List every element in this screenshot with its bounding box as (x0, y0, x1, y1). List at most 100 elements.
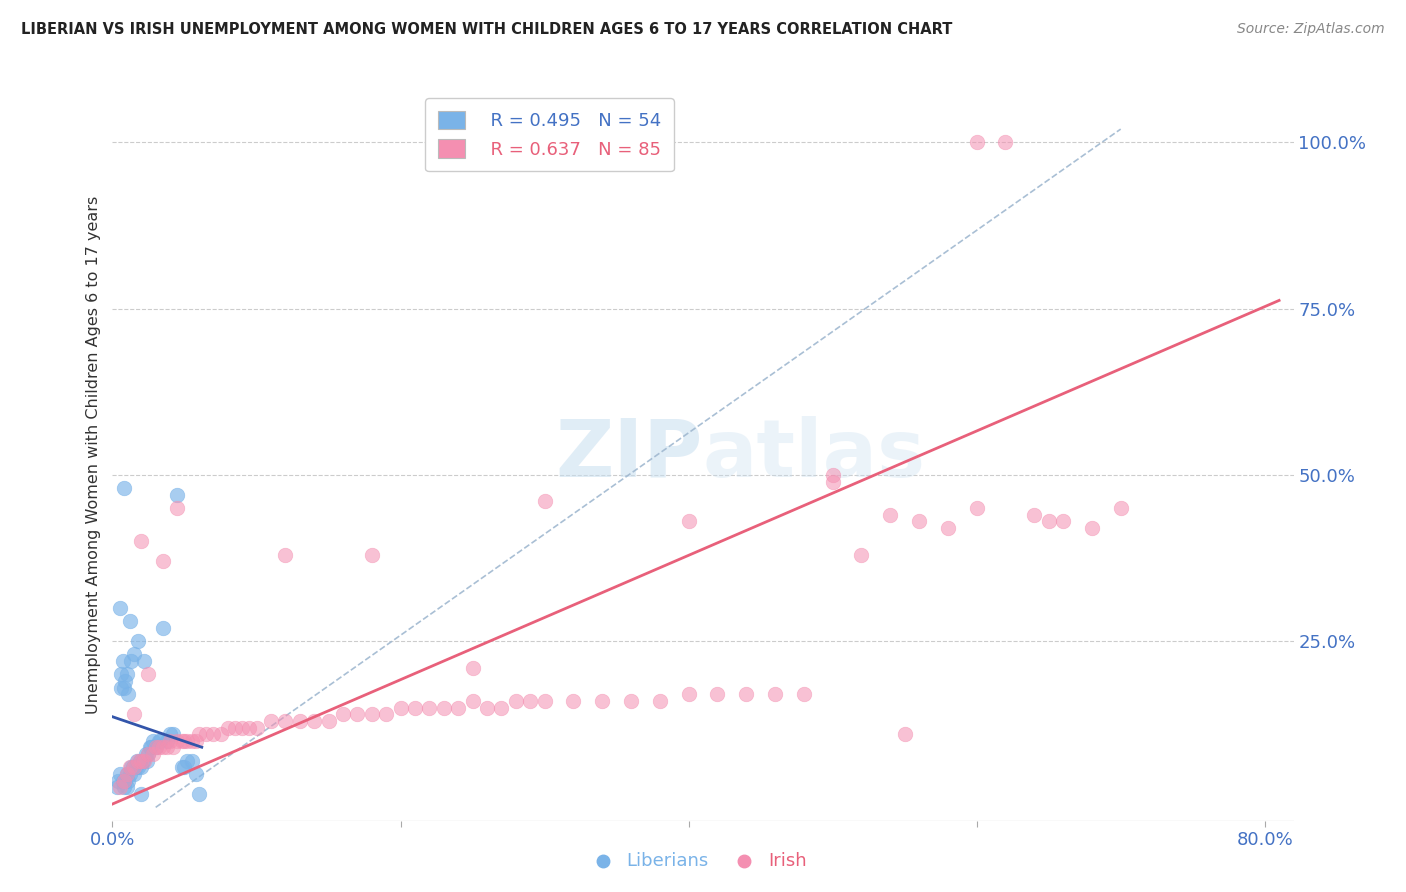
Point (110, 681, 132, 695)
Point (118, 760, 141, 774)
Point (115, 667, 138, 681)
Point (966, 136, 988, 150)
Point (591, 694, 613, 708)
Point (994, 136, 1017, 150)
Point (176, 754, 198, 768)
Point (966, 501, 988, 516)
Point (124, 760, 146, 774)
Point (134, 654, 156, 668)
Point (115, 767, 138, 781)
Point (562, 694, 585, 708)
Point (1038, 515, 1060, 529)
Point (209, 727, 232, 741)
Point (404, 700, 426, 714)
Point (505, 694, 527, 708)
Point (145, 740, 167, 755)
Point (159, 727, 181, 741)
Point (134, 754, 156, 768)
Point (763, 687, 786, 701)
Point (187, 727, 209, 741)
Point (187, 787, 209, 801)
Point (148, 734, 170, 748)
Point (491, 700, 513, 714)
Y-axis label: Unemployment Among Women with Children Ages 6 to 17 years: Unemployment Among Women with Children A… (86, 196, 101, 714)
Point (149, 734, 172, 748)
Text: Liberians: Liberians (626, 852, 709, 870)
Point (346, 707, 368, 722)
Point (1109, 501, 1132, 516)
Point (115, 767, 138, 781)
Point (127, 634, 149, 648)
Point (821, 467, 844, 482)
Point (519, 694, 541, 708)
Point (145, 740, 167, 755)
Point (114, 673, 136, 688)
Point (231, 721, 253, 735)
Point (138, 667, 160, 681)
Point (120, 654, 142, 668)
Text: Source: ZipAtlas.com: Source: ZipAtlas.com (1237, 22, 1385, 37)
Point (217, 721, 239, 735)
Point (162, 727, 184, 741)
Point (176, 734, 198, 748)
Point (202, 727, 225, 741)
Point (125, 754, 148, 768)
Point (129, 754, 152, 768)
Point (117, 687, 139, 701)
Point (260, 714, 283, 728)
Point (908, 515, 931, 529)
Point (332, 707, 354, 722)
Point (245, 721, 267, 735)
Point (110, 667, 132, 681)
Point (274, 714, 297, 728)
Point (139, 740, 162, 755)
Point (173, 760, 195, 774)
Point (447, 700, 470, 714)
Point (112, 481, 135, 495)
Point (1081, 521, 1104, 535)
Point (418, 700, 440, 714)
Text: atlas: atlas (703, 416, 927, 494)
Point (128, 754, 150, 768)
Point (129, 760, 152, 774)
Point (166, 488, 188, 502)
Point (170, 734, 193, 748)
Point (142, 747, 165, 761)
Point (195, 727, 218, 741)
Point (461, 694, 484, 708)
Point (135, 747, 157, 761)
Point (461, 661, 484, 675)
Text: LIBERIAN VS IRISH UNEMPLOYMENT AMONG WOMEN WITH CHILDREN AGES 6 TO 17 YEARS CORR: LIBERIAN VS IRISH UNEMPLOYMENT AMONG WOM… (21, 22, 952, 37)
Point (122, 707, 145, 722)
Point (648, 694, 671, 708)
Point (129, 787, 152, 801)
Point (122, 648, 145, 662)
Point (302, 714, 325, 728)
Point (118, 767, 141, 781)
Point (318, 714, 340, 728)
Point (389, 700, 412, 714)
Point (706, 687, 728, 701)
Point (129, 534, 152, 549)
Point (180, 754, 202, 768)
Point (112, 681, 135, 695)
Point (141, 740, 163, 755)
Point (122, 760, 145, 774)
Point (936, 521, 959, 535)
Point (678, 687, 700, 701)
Point (879, 508, 901, 522)
Point (105, 780, 128, 795)
Text: Irish: Irish (768, 852, 807, 870)
Point (678, 515, 700, 529)
Point (121, 760, 143, 774)
Point (136, 754, 159, 768)
Point (152, 621, 174, 635)
Point (112, 780, 135, 795)
Point (1024, 508, 1046, 522)
Point (108, 767, 131, 781)
Text: ZIP: ZIP (555, 416, 703, 494)
Point (152, 554, 174, 568)
Point (475, 700, 498, 714)
Point (127, 754, 149, 768)
Point (108, 780, 131, 795)
